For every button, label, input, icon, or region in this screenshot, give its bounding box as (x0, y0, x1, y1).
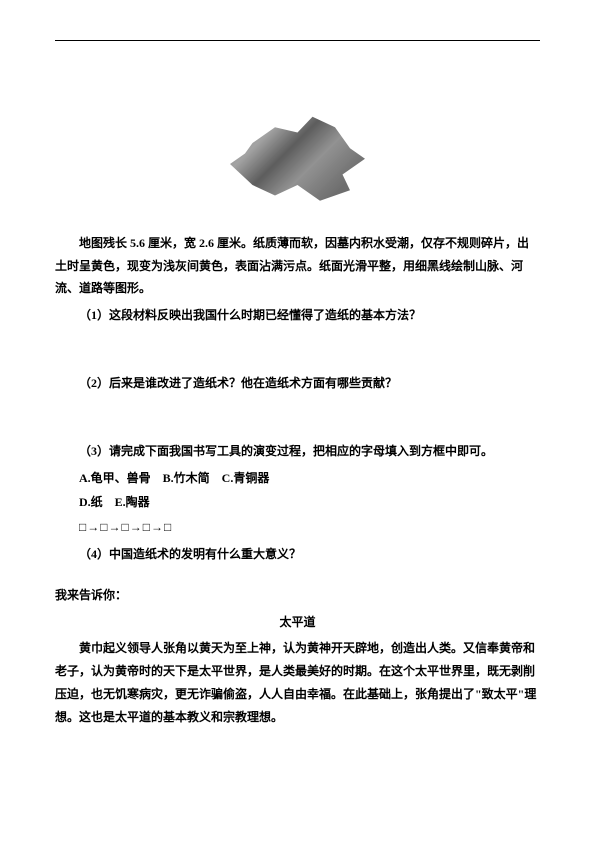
options-line-1: A.龟甲、兽骨 B.竹木简 C.青铜器 (55, 467, 540, 490)
answer-boxes: □→□→□→□→□ (55, 516, 540, 539)
top-rule (55, 40, 540, 41)
intro-paragraph: 地图残长 5.6 厘米，宽 2.6 厘米。纸质薄而软，因墓内积水受潮，仅存不规则… (55, 232, 540, 300)
question-4: （4）中国造纸术的发明有什么重大意义？ (55, 543, 540, 566)
section-label: 我来告诉你： (55, 584, 540, 607)
section-paragraph: 黄巾起义领导人张角以黄天为至上神，认为黄神开天辟地，创造出人类。又信奉黄帝和老子… (55, 637, 540, 728)
question-2: （2）后来是谁改进了造纸术？他在造纸术方面有哪些贡献？ (55, 372, 540, 395)
question-1: （1）这段材料反映出我国什么时期已经懂得了造纸的基本方法？ (55, 304, 540, 327)
options-line-2: D.纸 E.陶器 (55, 491, 540, 514)
section-title: 太平道 (55, 611, 540, 634)
question-3: （3）请完成下面我国书写工具的演变过程，把相应的字母填入到方框中即可。 (55, 440, 540, 463)
map-fragment-image (223, 101, 373, 206)
figure-wrap (55, 101, 540, 214)
